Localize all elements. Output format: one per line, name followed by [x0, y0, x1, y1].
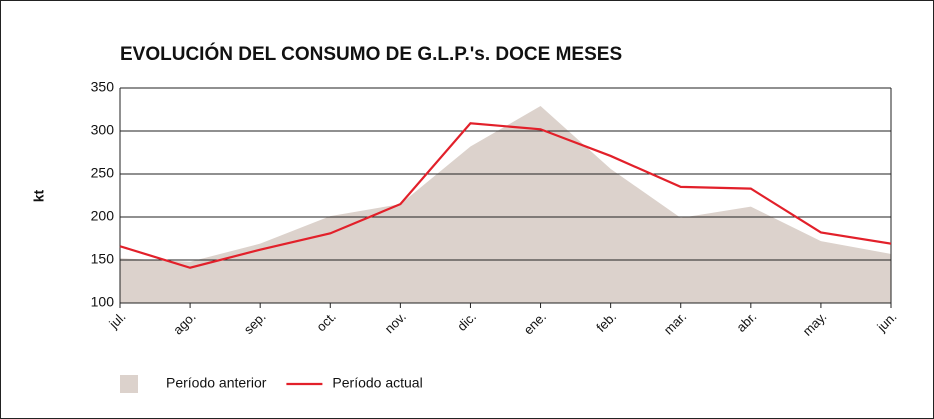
area — [120, 106, 891, 303]
legend-label: Período actual — [332, 375, 422, 391]
y-tick-label: 150 — [91, 251, 115, 267]
y-tick-label: 300 — [91, 122, 115, 138]
y-tick-label: 100 — [91, 294, 115, 310]
y-tick-label: 250 — [91, 165, 115, 181]
y-axis-label: kt — [31, 189, 47, 202]
legend-label: Período anterior — [166, 375, 267, 391]
y-tick-label: 200 — [91, 208, 115, 224]
y-tick-label: 350 — [91, 79, 115, 95]
chart-title: EVOLUCIÓN DEL CONSUMO DE G.L.P.'s. DOCE … — [120, 43, 622, 65]
line — [119, 122, 892, 269]
legend-swatch — [120, 375, 138, 393]
